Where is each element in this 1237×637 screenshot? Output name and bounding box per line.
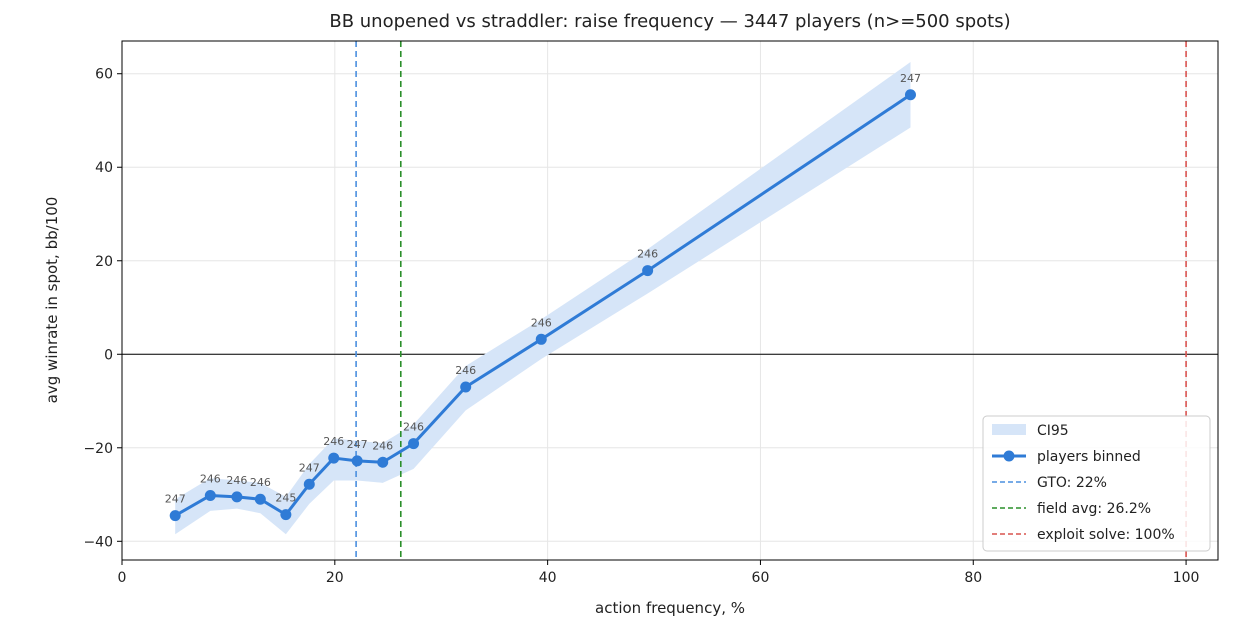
y-tick-label: −20 — [83, 441, 113, 457]
series — [169, 89, 916, 522]
data-point — [303, 478, 315, 490]
count-label: 246 — [323, 435, 344, 448]
legend-ref-field-label: field avg: 26.2% — [1037, 501, 1151, 517]
legend-box — [982, 415, 1211, 552]
data-point — [328, 452, 340, 464]
legend: CI95 players binned GTO: 22% field avg: … — [982, 415, 1211, 552]
legend-ci-swatch — [992, 424, 1026, 435]
data-point — [254, 493, 266, 505]
plot-frame — [121, 40, 1219, 561]
count-label: 245 — [275, 492, 296, 505]
x-tick-label: 0 — [118, 570, 127, 586]
data-point — [408, 438, 420, 450]
count-label: 246 — [250, 476, 271, 489]
ci-band — [175, 62, 911, 535]
count-label: 247 — [900, 72, 921, 85]
data-point — [231, 491, 243, 503]
count-label: 247 — [347, 438, 368, 451]
ci95-band — [175, 62, 911, 535]
data-point — [460, 381, 472, 393]
legend-ci-label: CI95 — [1037, 423, 1069, 439]
x-tick-label: 60 — [752, 570, 770, 586]
y-ticks: −40 −20 0 20 40 60 — [83, 67, 122, 550]
y-tick-label: −40 — [83, 534, 113, 550]
count-label: 246 — [455, 364, 476, 377]
y-tick-label: 0 — [104, 347, 113, 363]
count-label: 246 — [531, 316, 552, 329]
count-label: 247 — [299, 461, 320, 474]
data-point — [642, 265, 654, 277]
count-label: 246 — [200, 472, 221, 485]
count-label: 247 — [165, 493, 186, 506]
x-ticks: 0 20 40 60 80 100 — [118, 560, 1200, 586]
data-point — [169, 510, 181, 522]
y-tick-label: 20 — [95, 254, 113, 270]
data-point — [351, 455, 363, 467]
x-tick-label: 20 — [326, 570, 344, 586]
count-label: 246 — [226, 474, 247, 487]
legend-series-marker — [1003, 450, 1015, 462]
x-axis-label: action frequency, % — [595, 599, 745, 617]
y-axis-label: avg winrate in spot, bb/100 — [43, 197, 61, 404]
legend-series-label: players binned — [1037, 449, 1141, 465]
chart-title: BB unopened vs straddler: raise frequenc… — [329, 11, 1010, 32]
count-label: 246 — [637, 248, 658, 261]
data-point — [904, 89, 916, 101]
data-point — [377, 456, 389, 468]
legend-ref-gto-label: GTO: 22% — [1037, 475, 1107, 491]
count-label: 246 — [403, 421, 424, 434]
legend-ref-exploit-label: exploit solve: 100% — [1037, 527, 1175, 543]
x-tick-label: 40 — [539, 570, 557, 586]
x-tick-label: 80 — [964, 570, 982, 586]
data-point — [204, 489, 216, 501]
data-point — [280, 509, 292, 521]
count-label: 246 — [372, 439, 393, 452]
data-point — [535, 333, 547, 345]
x-tick-label: 100 — [1173, 570, 1200, 586]
y-tick-label: 60 — [95, 67, 113, 83]
grid — [121, 41, 1218, 560]
y-tick-label: 40 — [95, 160, 113, 176]
